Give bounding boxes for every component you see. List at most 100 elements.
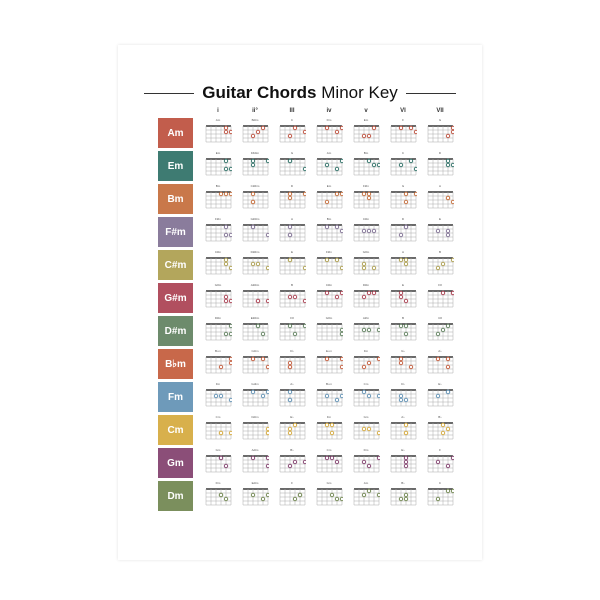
finger-dot [450,257,454,263]
finger-dot [287,191,293,197]
finger-dot [324,125,330,131]
fretboard [427,422,454,440]
finger-dot [398,360,404,366]
fretboard [279,356,306,374]
chord-diagram: Fm [200,382,236,412]
chord-name: C#m [214,250,222,254]
finger-dot [287,323,293,329]
fretboard [205,158,232,176]
chord-name: A♭ [290,382,294,386]
key-label: Bm [158,184,193,214]
fretboard [242,224,269,242]
chord-diagram: Edim [237,481,273,511]
finger-dot [213,393,219,399]
finger-dot [334,294,340,300]
chord-name: Am [215,118,221,122]
fretboard [279,323,306,341]
chord-name: Cdim [251,349,259,353]
finger-dot [366,360,372,366]
chord-diagram: C [422,481,458,511]
fretboard [353,323,380,341]
fretboard [205,125,232,143]
chord-name: D#m [214,316,222,320]
finger-dot [403,323,409,329]
finger-dot [376,162,380,168]
finger-dot [403,459,409,465]
finger-dot [223,125,229,131]
chord-diagram: F#m [348,184,384,214]
key-label: Am [158,118,193,148]
chord-name: Cm [326,448,332,452]
finger-dot [287,158,293,164]
chord-name: E♭ [401,448,405,452]
chord-diagram: G#dim [237,217,273,247]
chord-diagram: B♭m [311,382,347,412]
fretboard [242,488,269,506]
finger-dot [339,364,343,370]
chord-diagram: F [385,118,421,148]
chord-name: Dm [215,481,221,485]
finger-dot [250,199,256,205]
chord-diagram: Gm [200,448,236,478]
chord-diagram: A [422,184,458,214]
finger-dot [376,327,380,333]
title-bold: Guitar Chords [202,83,317,102]
finger-dot [218,191,224,197]
chord-name: B [290,283,293,287]
finger-dot [218,393,224,399]
finger-dot [366,426,372,432]
chord-diagram: A [385,250,421,280]
finger-dot [329,422,335,428]
finger-dot [339,191,343,197]
finger-dot [403,397,409,403]
chord-diagram: Cdim [237,349,273,379]
finger-dot [228,356,232,362]
chord-name: Fm [326,415,332,419]
chord-name: C#m [362,217,370,221]
chord-diagram: B♭ [385,481,421,511]
finger-dot [445,488,451,494]
finger-dot [250,224,256,230]
finger-dot [403,455,409,461]
finger-dot [228,191,232,197]
chord-name: F [439,448,441,452]
fretboard [316,422,343,440]
chord-diagram: Dm [200,481,236,511]
fretboard [242,455,269,473]
chord-name: Em [326,184,332,188]
finger-dot [250,389,256,395]
chord-diagram: F [422,448,458,478]
finger-dot [228,232,232,238]
chord-name: F#m [326,250,332,254]
chord-diagram: Bm [348,151,384,181]
key-label: Cm [158,415,193,445]
chord-diagram: B♭m [200,349,236,379]
finger-dot [292,294,298,300]
chord-diagram: A♭ [422,349,458,379]
finger-dot [287,463,293,469]
finger-dot [228,397,232,403]
finger-dot [287,294,293,300]
chord-name: D [290,184,294,188]
finger-dot [218,430,224,436]
finger-dot [339,327,343,333]
finger-dot [265,298,269,304]
chord-name: B♭m [326,382,332,386]
finger-dot [403,492,409,498]
finger-dot [260,125,266,131]
chord-name: B♭m [215,349,221,353]
finger-dot [366,158,372,164]
finger-dot [403,496,409,502]
finger-dot [302,191,306,197]
finger-dot [413,166,417,172]
finger-dot [250,261,256,267]
finger-dot [329,492,335,498]
finger-dot [334,166,340,172]
finger-dot [329,455,335,461]
finger-dot [228,265,232,271]
finger-dot [398,356,404,362]
chord-diagram: G#m [200,283,236,313]
fretboard [353,125,380,143]
finger-dot [292,331,298,337]
fretboard [427,125,454,143]
